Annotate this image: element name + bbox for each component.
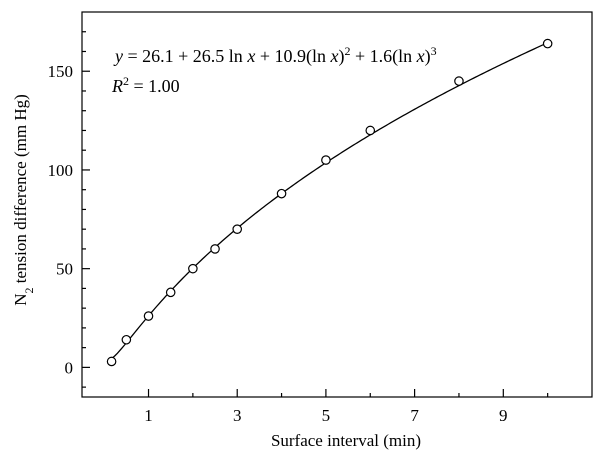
data-point: [276, 188, 287, 199]
data-point: [165, 287, 176, 298]
data-point: [188, 263, 198, 274]
y-axis-title: N2 tension difference (mm Hg): [11, 94, 36, 306]
data-point: [106, 356, 117, 367]
x-tick-label: 3: [233, 406, 242, 425]
r-squared-label: R2 = 1.00: [111, 74, 180, 96]
data-point: [321, 155, 331, 165]
data-point: [210, 244, 220, 254]
ticks-layer: 1 3 5 7 9 0 50 100 150: [48, 31, 549, 425]
y-tick-label: 0: [65, 358, 74, 377]
x-tick-label: 5: [322, 406, 331, 425]
plot-border: [81, 11, 593, 398]
x-axis-title: Surface interval (min): [271, 431, 421, 450]
data-points-layer: [106, 38, 553, 367]
data-point: [454, 76, 464, 86]
data-point: [365, 125, 376, 136]
data-point: [143, 311, 154, 321]
fit-equation: y = 26.1 + 26.5 ln x + 10.9(ln x)2 + 1.6…: [113, 44, 437, 67]
data-point: [542, 38, 553, 49]
data-point: [121, 334, 132, 345]
plot-frame: [81, 11, 593, 398]
x-tick-label: 1: [144, 406, 153, 425]
data-point: [232, 224, 243, 234]
y-tick-label: 150: [48, 62, 74, 81]
x-tick-label: 7: [410, 406, 419, 425]
x-tick-label: 9: [499, 406, 508, 425]
y-tick-label: 100: [48, 161, 74, 180]
y-tick-label: 50: [56, 260, 73, 279]
